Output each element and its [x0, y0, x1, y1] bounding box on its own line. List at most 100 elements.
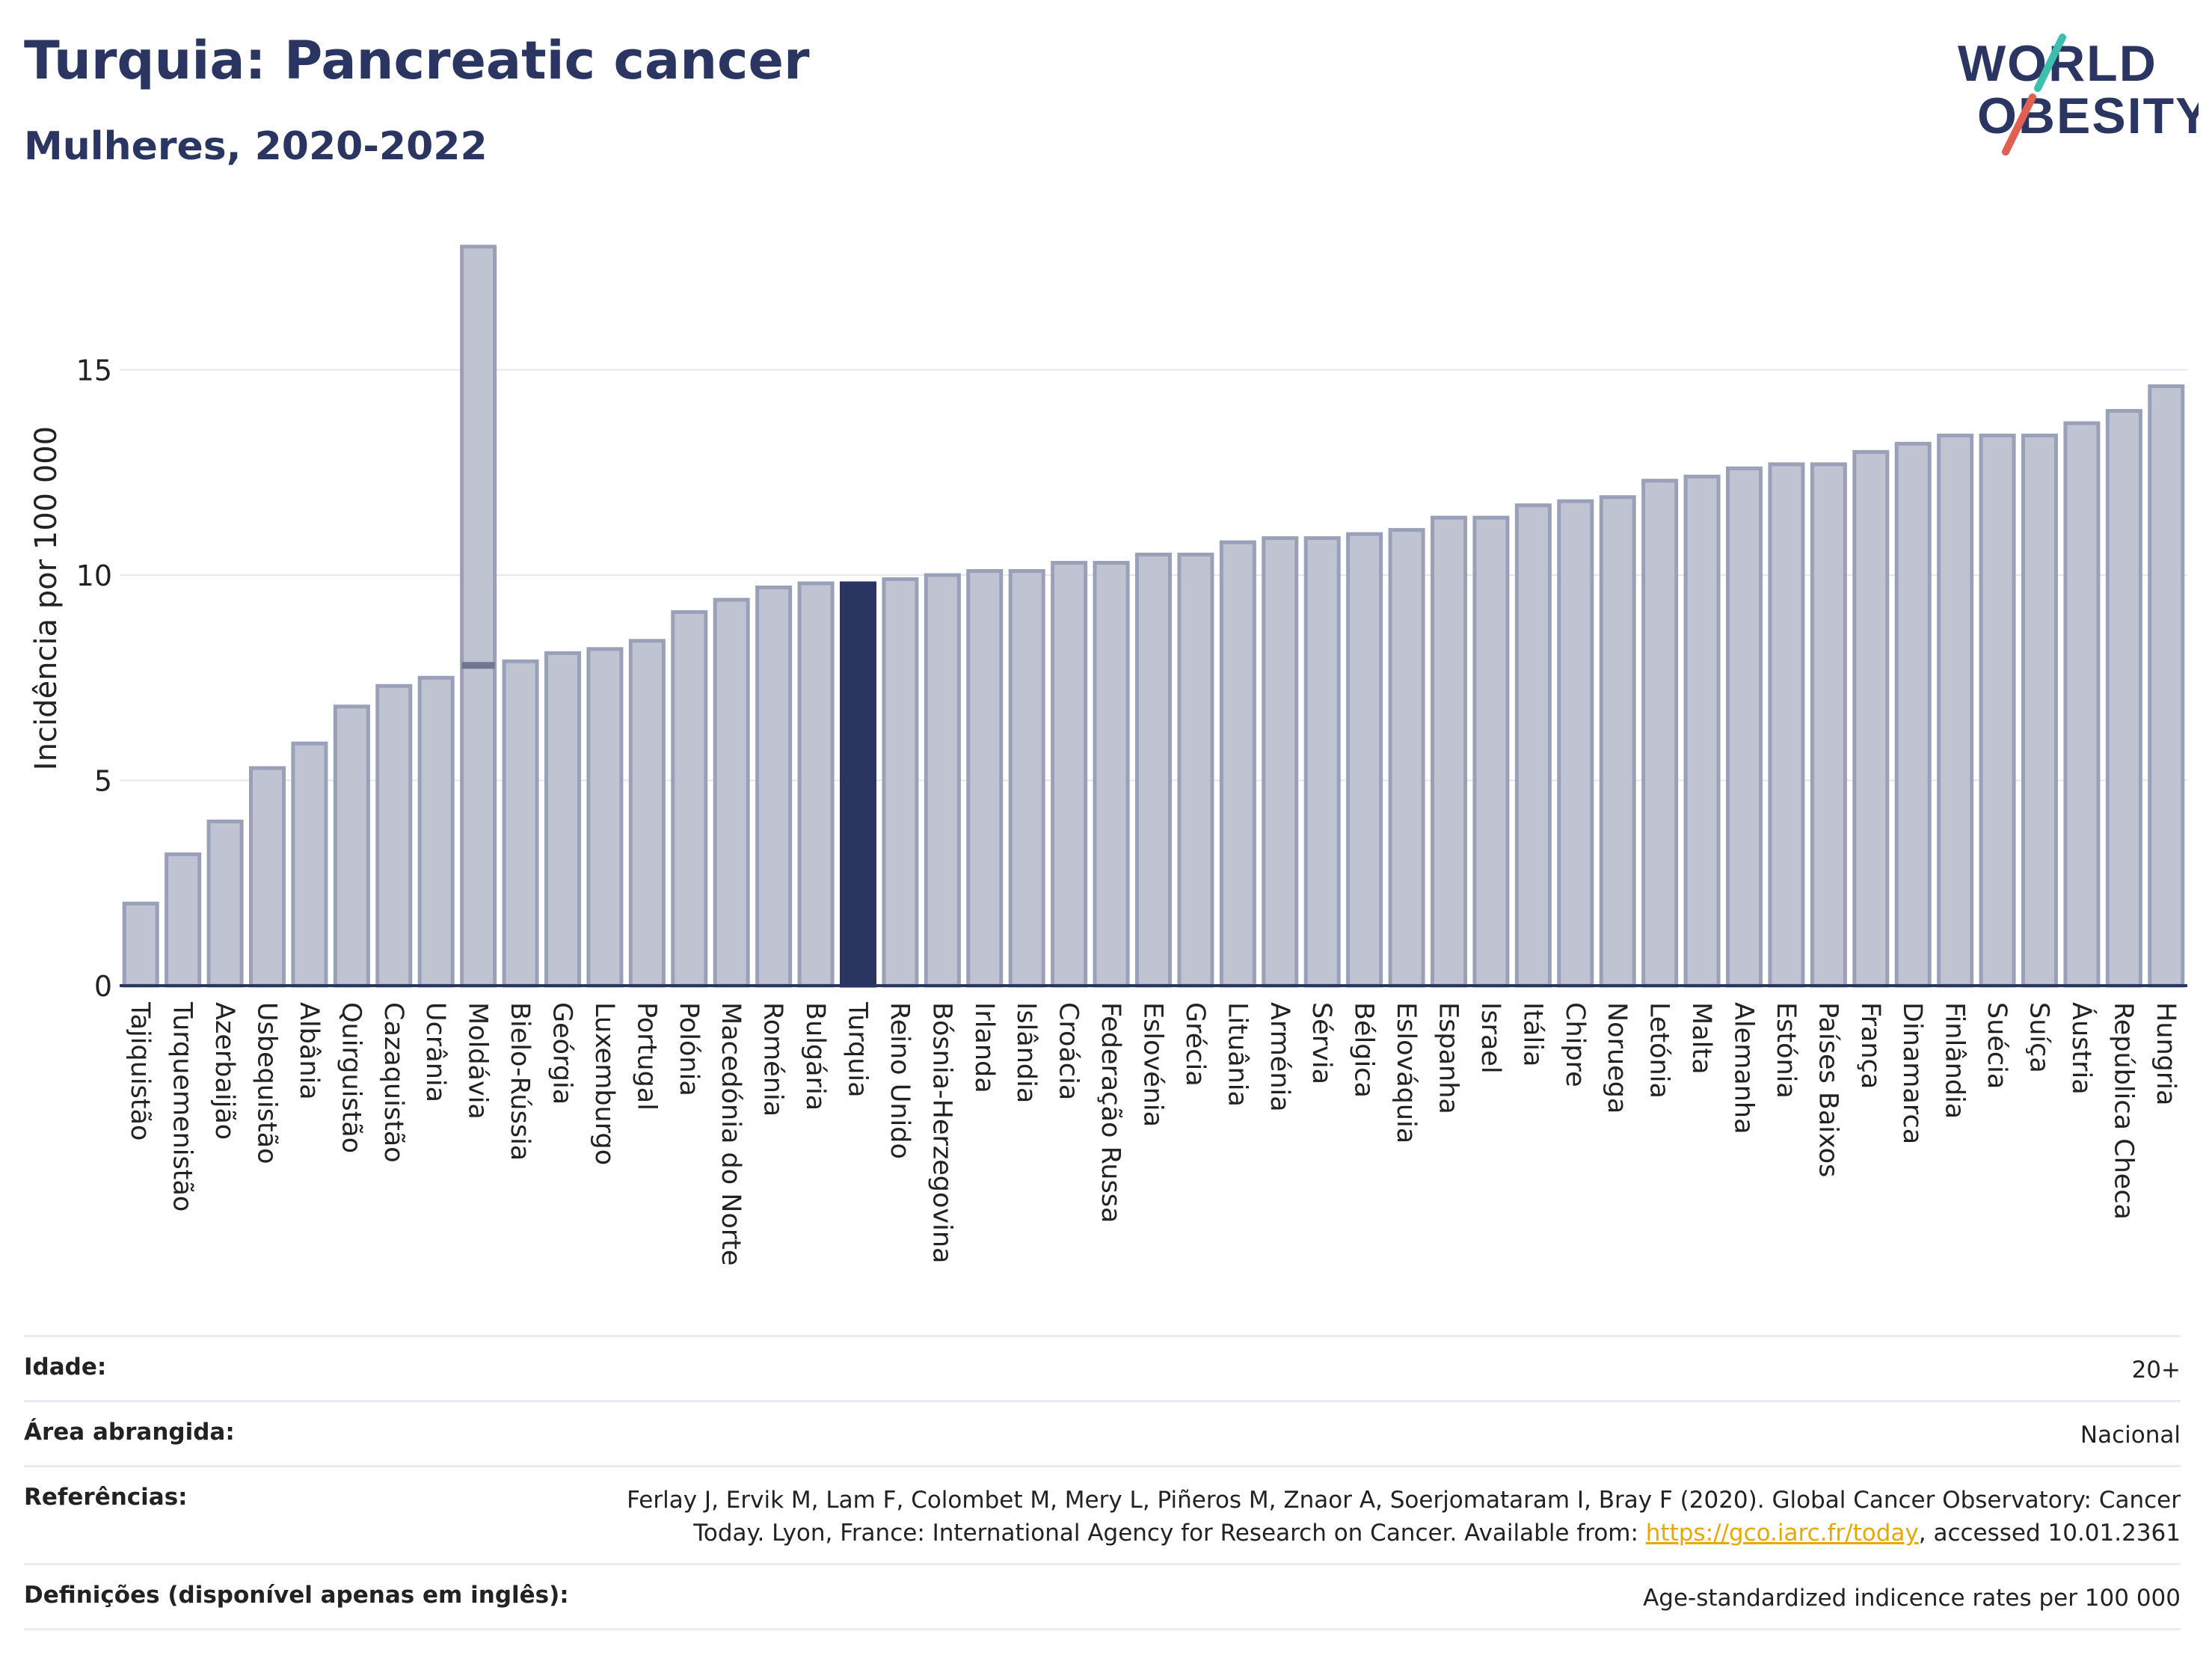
x-tick-label: Tajiquistão — [125, 1001, 155, 1140]
bar — [1557, 499, 1594, 988]
x-tick-label: Malta — [1686, 1002, 1716, 1075]
reference-text-line2: Today. Lyon, France: International Agenc… — [693, 1520, 1646, 1547]
x-tick-label: Sérvia — [1306, 1002, 1336, 1084]
bar — [248, 766, 286, 988]
x-tick-label: Noruega — [1602, 1002, 1632, 1114]
x-tick-label: Arménia — [1265, 1002, 1294, 1112]
info-label-references: Referências: — [24, 1484, 188, 1511]
bar — [1514, 503, 1552, 988]
x-tick-label: Israel — [1475, 1002, 1505, 1074]
x-tick-label: Bélgica — [1349, 1002, 1379, 1098]
x-tick-label: Croácia — [1054, 1002, 1084, 1100]
x-tick-label: Dinamarca — [1897, 1002, 1927, 1144]
bar — [1768, 462, 1805, 988]
x-tick-label: Finlândia — [1940, 1002, 1970, 1119]
bar — [1262, 536, 1299, 988]
y-tick-label: 0 — [94, 970, 112, 1003]
x-tick-label: Islândia — [1011, 1002, 1041, 1103]
logo-slash-coral — [2002, 93, 2036, 156]
reference-text-line1: Ferlay J, Ervik M, Lam F, Colombet M, Me… — [627, 1487, 2181, 1514]
bar — [291, 741, 328, 988]
info-row-age: Idade: 20+ — [24, 1335, 2181, 1400]
x-tick-label: Quirguistão — [336, 1002, 366, 1153]
y-axis-label: Incidência por 100 000 — [29, 426, 64, 770]
bar — [1683, 474, 1721, 988]
bar — [755, 585, 793, 988]
bar — [1346, 532, 1383, 988]
x-tick-label: Países Baixos — [1813, 1002, 1843, 1177]
x-tick-label: Alemanha — [1729, 1002, 1759, 1134]
x-tick-label: Lituânia — [1222, 1002, 1252, 1107]
x-tick-label: Luxemburgo — [589, 1002, 619, 1165]
reference-text-accessed: , accessed 10.01.2361 — [1918, 1520, 2181, 1547]
bar — [1979, 433, 2016, 988]
bar — [333, 704, 370, 988]
reference-link[interactable]: https://gco.iarc.fr/today — [1645, 1520, 1919, 1547]
bar — [1093, 561, 1130, 988]
x-tick-label: Azerbaijão — [209, 1002, 239, 1140]
logo-slash-teal — [2034, 34, 2066, 92]
bar — [966, 569, 1004, 988]
x-tick-label: Bulgária — [800, 1002, 830, 1111]
bar — [1472, 515, 1510, 988]
x-tick-label: Eslovénia — [1138, 1002, 1168, 1127]
x-tick-label: Polónia — [674, 1002, 704, 1096]
bar — [671, 610, 708, 988]
bar — [1725, 466, 1763, 988]
x-tick-label: Portugal — [631, 1002, 661, 1111]
bar — [502, 659, 539, 988]
bar — [460, 245, 497, 988]
bar — [1852, 449, 1890, 988]
bar — [1051, 561, 1088, 988]
bar — [2021, 433, 2059, 988]
bar — [586, 647, 624, 988]
x-tick-label: Turquia — [843, 1001, 873, 1098]
x-tick-label: Cazaquistão — [378, 1002, 408, 1163]
x-tick-label: Grécia — [1180, 1002, 1210, 1087]
x-tick-label: Usbequistão — [252, 1002, 282, 1164]
info-row-definitions: Definições (disponível apenas em inglês)… — [24, 1563, 2181, 1630]
chart-subtitle: Mulheres, 2020-2022 — [24, 124, 488, 169]
bar — [206, 819, 244, 988]
bar — [1008, 569, 1045, 988]
bar — [1599, 495, 1636, 988]
x-tick-label: Estónia — [1771, 1002, 1801, 1099]
x-tick-label: Macedónia do Norte — [716, 1002, 746, 1266]
x-tick-label: Áustria — [2066, 1002, 2098, 1095]
bar — [628, 639, 666, 988]
bar — [544, 651, 582, 988]
bar-highlighted — [839, 581, 877, 988]
x-tick-label: Chipre — [1560, 1002, 1590, 1087]
bar-layer — [122, 245, 2185, 988]
x-tick-label: Suíça — [2024, 1002, 2054, 1073]
bar — [1894, 441, 1932, 988]
bar — [122, 901, 159, 988]
bar — [1641, 479, 1679, 988]
bar — [713, 598, 750, 988]
bar — [417, 675, 455, 988]
bar — [2105, 408, 2142, 988]
info-value-age: 20+ — [2131, 1357, 2181, 1384]
y-tick-label: 10 — [76, 559, 112, 592]
info-value-definitions: Age-standardized indicence rates per 100… — [1643, 1585, 2181, 1612]
x-tick-label: Geórgia — [547, 1002, 577, 1105]
bar — [165, 852, 202, 988]
info-value-area: Nacional — [2080, 1422, 2181, 1449]
bar — [1430, 515, 1468, 988]
bar — [1134, 553, 1173, 988]
info-row-references: Referências: Ferlay J, Ervik M, Lam F, C… — [24, 1465, 2181, 1563]
x-tick-label: Irlanda — [969, 1002, 999, 1093]
bar-chart: 0 5 10 15 Tajiquistão Turquemenistão Azerbaijã… — [29, 245, 2187, 1266]
info-label-age: Idade: — [24, 1354, 107, 1381]
bar — [1810, 462, 1847, 988]
x-tick-label: Turquemenistão — [168, 1001, 197, 1212]
x-tick-label: Bósnia-Herzegovina — [927, 1002, 956, 1264]
x-tick-label: Roménia — [758, 1002, 788, 1117]
x-tick-label: Espanha — [1434, 1002, 1463, 1114]
bar — [1219, 540, 1256, 988]
bar — [375, 684, 413, 988]
info-table: Idade: 20+ Área abrangida: Nacional Refe… — [24, 1335, 2181, 1630]
x-tick-label: Suécia — [1982, 1002, 2012, 1089]
x-tick-label: Itália — [1517, 1002, 1547, 1066]
x-tick-label: Reino Unido — [885, 1002, 915, 1159]
